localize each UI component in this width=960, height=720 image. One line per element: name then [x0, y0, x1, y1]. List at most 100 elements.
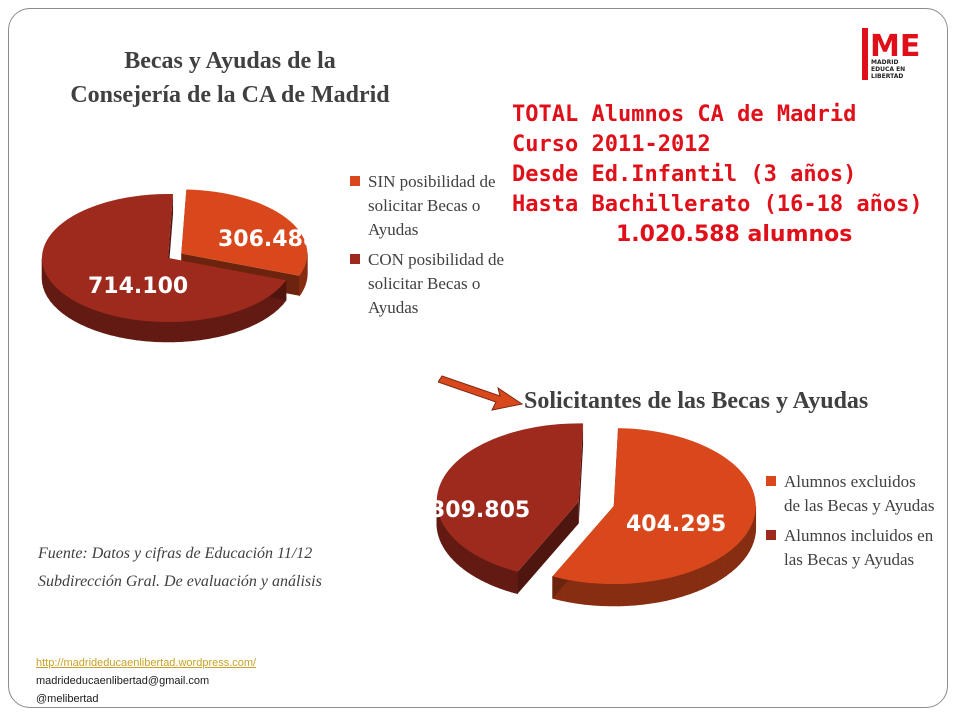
pie2-slice-1-side: [447, 530, 451, 558]
pie2-slice-1-side: [511, 569, 518, 595]
pie1-slice-1-side: [234, 309, 243, 333]
pie2-slice-0-side: [658, 577, 668, 603]
pie1-slice-0-side: [299, 272, 302, 297]
contact-block: http://madrideducaenlibertad.wordpress.c…: [36, 654, 256, 708]
pie1-slice-1-side: [87, 306, 96, 331]
pie1-slice-1-side: [191, 319, 201, 342]
pie2-slice-0-side: [726, 549, 732, 577]
pie2-slice-0-side: [617, 583, 627, 607]
pie2-slice-0-side: [650, 579, 660, 604]
pie2-slice-0-side: [743, 532, 748, 561]
total-block: TOTAL Alumnos CA de Madrid Curso 2011-20…: [512, 100, 923, 250]
pie2-slice-1: [436, 423, 584, 595]
pie1-slice-1-side: [53, 284, 59, 311]
pie2-slice-0-side: [666, 576, 676, 601]
total-line1: TOTAL Alumnos CA de Madrid: [512, 102, 857, 127]
pie2-slice-0-side: [709, 559, 716, 587]
pie2-data-label: 309.805: [430, 498, 530, 523]
pie2-slice-1-wall: [578, 423, 584, 524]
arrow-icon: [438, 375, 524, 411]
total-line3: Desde Ed.Infantil (3 años): [512, 162, 857, 187]
pie2-slice-1-side: [443, 523, 446, 552]
svg-text:MADRID: MADRID: [871, 59, 898, 66]
pie2-slice-0-side: [584, 582, 593, 606]
pie1-slice-1-side: [57, 288, 64, 315]
pie-2: 404.295 309.805: [430, 423, 757, 607]
pie2-slice-0: [552, 428, 757, 607]
pie2-slice-0-side: [575, 580, 585, 605]
pie2-slice-1-top: [436, 423, 584, 572]
pie1-slice-1-side: [80, 303, 89, 328]
pie1-slice-1-side: [200, 318, 210, 341]
source-note: Fuente: Datos y cifras de Educación 11/1…: [38, 540, 322, 596]
pie2-slice-1-side: [500, 566, 507, 591]
pie2-slice-0-side: [600, 583, 610, 607]
pie2-slice-1-side: [505, 568, 513, 593]
pie2-slice-0-side: [642, 580, 652, 605]
pie2-slice-0-side: [625, 582, 635, 607]
pie2-slice-0-side: [592, 582, 602, 607]
pie2-slice-1-side: [453, 537, 457, 564]
pie1-slice-1-side: [136, 319, 147, 342]
pie2-slice-0-top: [552, 428, 756, 585]
pie1-slice-1-side: [249, 303, 257, 328]
legend-label: Alumnos excluidos de las Becas y Ayudas: [784, 472, 935, 515]
pie2-slice-1-side: [467, 549, 472, 576]
pie1-data-label: 714.100: [88, 274, 188, 299]
pie2-slice-0-side: [735, 540, 741, 569]
pie1-slice-1-side: [110, 314, 120, 338]
legend-swatch: [350, 176, 360, 186]
pie1-slice-1-side: [127, 318, 138, 341]
pie2-slice-1-side: [459, 543, 464, 570]
pie2-slice-0-side: [715, 556, 722, 583]
chart2-legend: Alumnos excluidos de las Becas y Ayudas …: [766, 470, 936, 578]
pie2-slice-0-side: [739, 536, 744, 565]
pie1-slice-1-side: [74, 300, 82, 325]
pie1-slice-1-side: [255, 299, 263, 325]
svg-text:EDUCA EN: EDUCA EN: [871, 66, 905, 73]
pie1-slice-1-side: [154, 321, 165, 343]
pie1-slice-1-side: [241, 306, 250, 331]
pie2-slice-1-side: [495, 564, 502, 589]
pie2-slice-1-side: [489, 561, 496, 587]
blog-link[interactable]: http://madrideducaenlibertad.wordpress.c…: [36, 657, 257, 669]
pie2-slice-1-side: [456, 540, 461, 567]
legend-item-sin: SIN posibilidad de solicitar Becas o Ayu…: [350, 170, 510, 242]
pie1-slice-1-side: [173, 321, 183, 343]
legend-swatch: [766, 530, 776, 540]
legend-label: SIN posibilidad de solicitar Becas o Ayu…: [368, 172, 496, 239]
pie1-slice-1-side: [94, 309, 104, 334]
pie2-slice-0-side: [702, 563, 710, 590]
pie2-data-label: 404.295: [626, 512, 726, 537]
pie2-slice-0-side: [749, 524, 753, 552]
pie2-slice-1-side: [480, 557, 486, 583]
pie1-slice-0-top: [181, 189, 308, 276]
pie2-slice-0-side: [609, 583, 619, 607]
svg-text:LIBERTAD: LIBERTAD: [871, 73, 903, 80]
pie2-slice-0-side: [731, 545, 737, 573]
pie1-data-label: 306.488: [218, 227, 318, 252]
pie2-slice-1-side: [445, 527, 449, 555]
legend-item-incluidos: Alumnos incluidos en las Becas y Ayudas: [766, 524, 936, 572]
total-line5: 1.020.588 alumnos: [616, 222, 853, 247]
me-logo: ME MADRID EDUCA EN LIBERTAD: [862, 28, 920, 80]
pie2-slice-1-wall: [517, 501, 579, 594]
total-line2: Curso 2011-2012: [512, 132, 711, 157]
pie2-slice-0-side: [674, 573, 683, 599]
pie1-slice-1-wall: [168, 194, 174, 278]
pie1-slice-1-side: [217, 314, 227, 338]
pie1-slice-1-side: [226, 311, 235, 336]
pie2-slice-1-side: [450, 534, 454, 561]
pie1-slice-1-side: [209, 316, 219, 339]
contact-email: madrideducaenlibertad@gmail.com: [36, 675, 210, 687]
source-line1: Fuente: Datos y cifras de Educación 11/1…: [38, 545, 313, 562]
source-line2: Subdirección Gral. De evaluación y análi…: [38, 573, 322, 590]
slide-frame: [8, 8, 948, 708]
pie1-slice-1-side: [182, 320, 192, 342]
chart1-legend: SIN posibilidad de solicitar Becas o Ayu…: [350, 170, 510, 326]
legend-label: CON posibilidad de solicitar Becas o Ayu…: [368, 250, 504, 317]
pie1-slice-1-side: [102, 312, 112, 336]
contact-twitter: @melibertad: [36, 693, 99, 705]
pie1-slice-1-side: [68, 296, 75, 322]
pie2-slice-0-side: [720, 552, 727, 580]
